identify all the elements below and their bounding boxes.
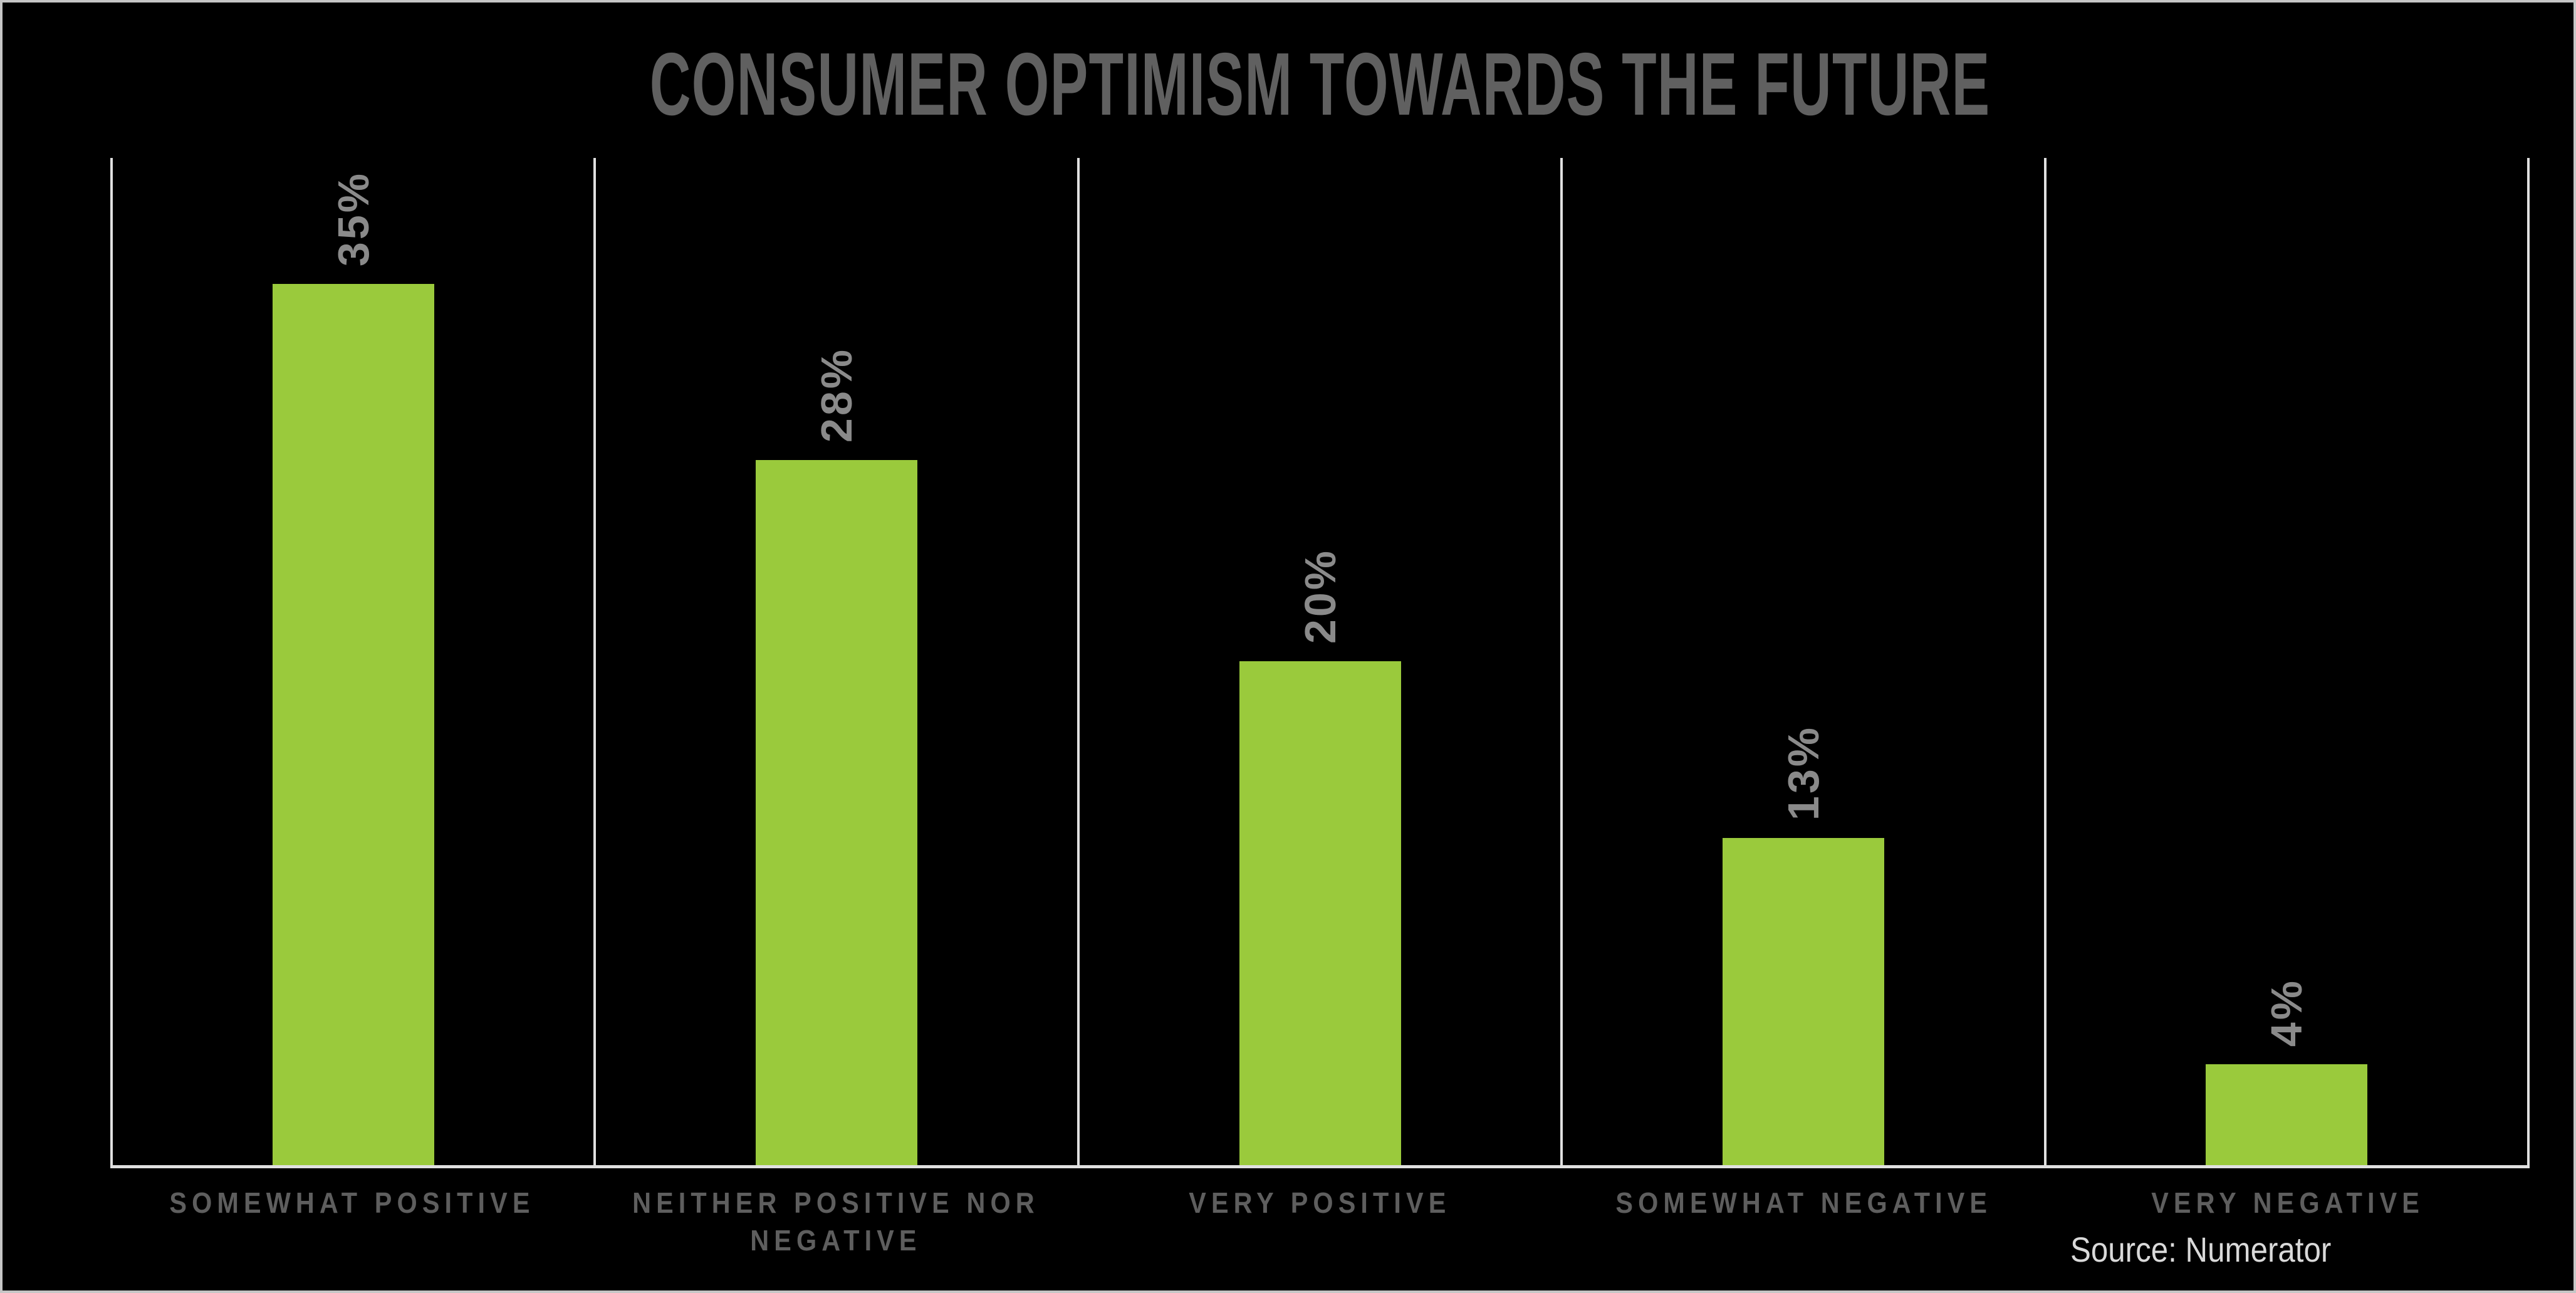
category-label: NEITHER POSITIVE NOR NEGATIVE: [632, 1186, 1040, 1257]
bar: [1722, 838, 1884, 1165]
category-labels-row: SOMEWHAT POSITIVE NEITHER POSITIVE NOR NE…: [110, 1185, 2530, 1260]
bar-value-label: 20%: [1295, 548, 1345, 644]
bar: [756, 460, 918, 1165]
bar-value-label: 13%: [1778, 725, 1828, 820]
category-label-cell: SOMEWHAT NEGATIVE: [1562, 1185, 2046, 1260]
chart-column: 4%: [2043, 158, 2530, 1165]
bar: [2206, 1064, 2368, 1165]
chart-column: 13%: [1560, 158, 2043, 1165]
bar: [272, 284, 434, 1165]
category-label-cell: SOMEWHAT POSITIVE: [110, 1185, 594, 1260]
bar-value-label: 4%: [2262, 978, 2312, 1047]
bar-value-label: 28%: [812, 347, 862, 442]
bar: [1239, 661, 1401, 1165]
category-label: SOMEWHAT POSITIVE: [169, 1186, 535, 1219]
chart-column: 20%: [1077, 158, 1560, 1165]
source-credit: Source: Numerator: [2070, 1232, 2367, 1267]
plot-area: 35% 28% 20% 13% 4%: [110, 158, 2530, 1168]
chart-title: CONSUMER OPTIMISM TOWARDS THE FUTURE: [649, 34, 1991, 134]
bar-value-label: 35%: [328, 170, 378, 266]
chart-title-wrap: CONSUMER OPTIMISM TOWARDS THE FUTURE: [110, 40, 2530, 129]
chart-column: 35%: [110, 158, 593, 1165]
category-label-cell: VERY POSITIVE: [1078, 1185, 1562, 1260]
chart-column: 28%: [593, 158, 1077, 1165]
category-label-cell: VERY NEGATIVE: [2046, 1185, 2530, 1260]
source-credit-text: Source: Numerator: [2070, 1230, 2332, 1269]
category-label: SOMEWHAT NEGATIVE: [1615, 1186, 1993, 1219]
category-label-cell: NEITHER POSITIVE NOR NEGATIVE: [594, 1185, 1078, 1260]
category-label: VERY NEGATIVE: [2151, 1186, 2424, 1219]
category-label: VERY POSITIVE: [1189, 1186, 1451, 1219]
